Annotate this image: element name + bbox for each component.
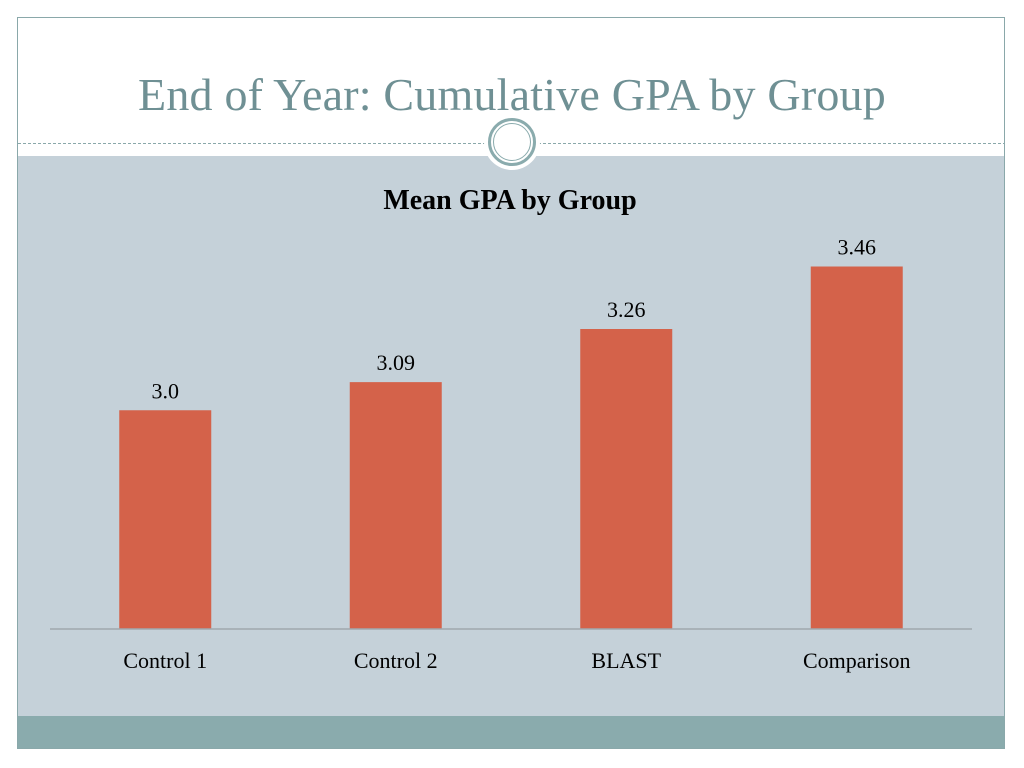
data-label: 3.46 [838, 235, 877, 260]
data-label: 3.09 [377, 350, 416, 375]
chart-title: Mean GPA by Group [383, 185, 636, 216]
bar-blast [580, 329, 673, 629]
bar-comparison [810, 266, 903, 629]
slide-title: End of Year: Cumulative GPA by Group [138, 69, 886, 120]
bars-group [119, 266, 903, 629]
data-label: 3.26 [607, 297, 646, 322]
category-label: Control 1 [123, 648, 207, 673]
ornament-outer-ring [488, 118, 536, 166]
ornament-inner-ring [493, 123, 531, 161]
bar-control-2 [349, 382, 442, 629]
data-label: 3.0 [152, 378, 180, 403]
circle-ornament-icon [484, 114, 540, 170]
category-label: Comparison [803, 648, 911, 673]
footer-band [18, 716, 1004, 748]
category-label: Control 2 [354, 648, 438, 673]
bar-control-1 [119, 410, 212, 629]
bar-chart: Mean GPA by Group 3.0 Control 1 3.09 Contro… [50, 185, 972, 673]
category-label: BLAST [591, 648, 661, 673]
